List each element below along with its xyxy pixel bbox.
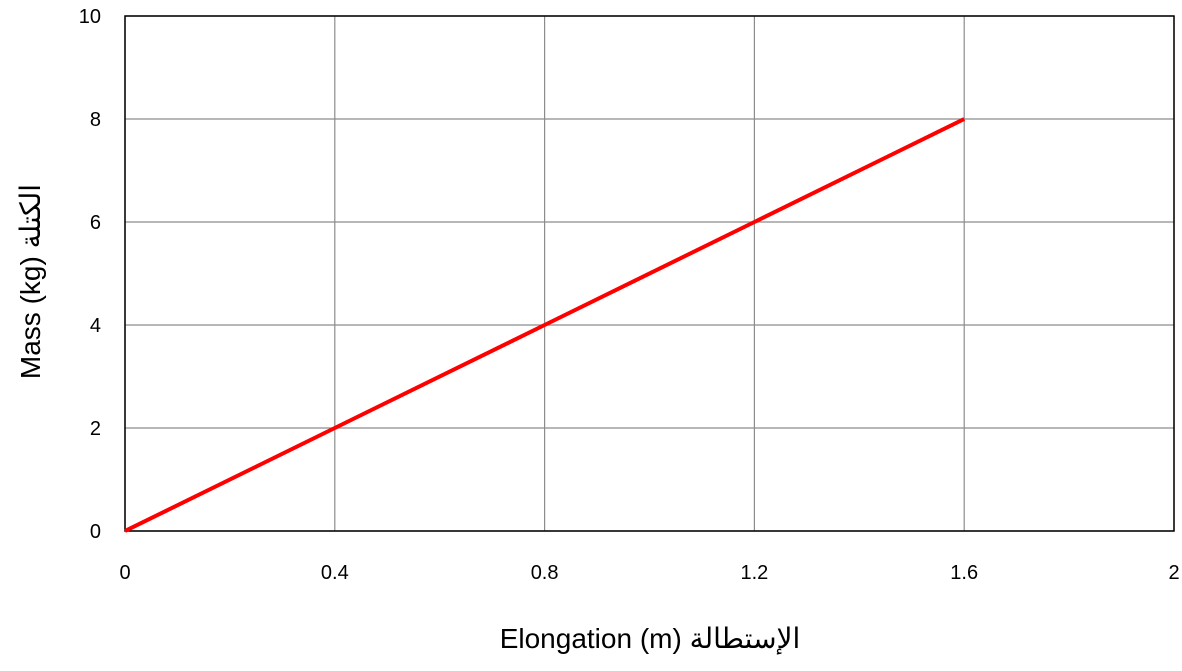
x-axis-label: Elongation (m) الإستطالة [500, 623, 801, 655]
x-tick-label: 0.8 [531, 562, 559, 584]
y-axis-label: Mass (kg) الكتلة [15, 184, 46, 379]
x-tick-label: 0 [119, 562, 130, 584]
y-tick-label: 10 [79, 6, 101, 28]
y-tick-label: 4 [90, 315, 101, 337]
x-tick-label: 0.4 [321, 562, 349, 584]
x-tick-label: 1.6 [950, 562, 978, 584]
y-tick-label: 8 [90, 109, 101, 131]
y-tick-label: 6 [90, 212, 101, 234]
y-tick-label: 2 [90, 418, 101, 440]
y-tick-label: 0 [90, 521, 101, 543]
series-line [124, 117, 966, 533]
series-layer [124, 117, 966, 533]
x-tick-label: 2 [1168, 562, 1179, 584]
x-axis-ticks: 0 0.4 0.8 1.2 1.6 2 [119, 562, 1179, 584]
y-axis-ticks: 0 2 4 6 8 10 [79, 6, 101, 543]
plot-area [124, 15, 1175, 532]
x-tick-label: 1.2 [740, 562, 768, 584]
